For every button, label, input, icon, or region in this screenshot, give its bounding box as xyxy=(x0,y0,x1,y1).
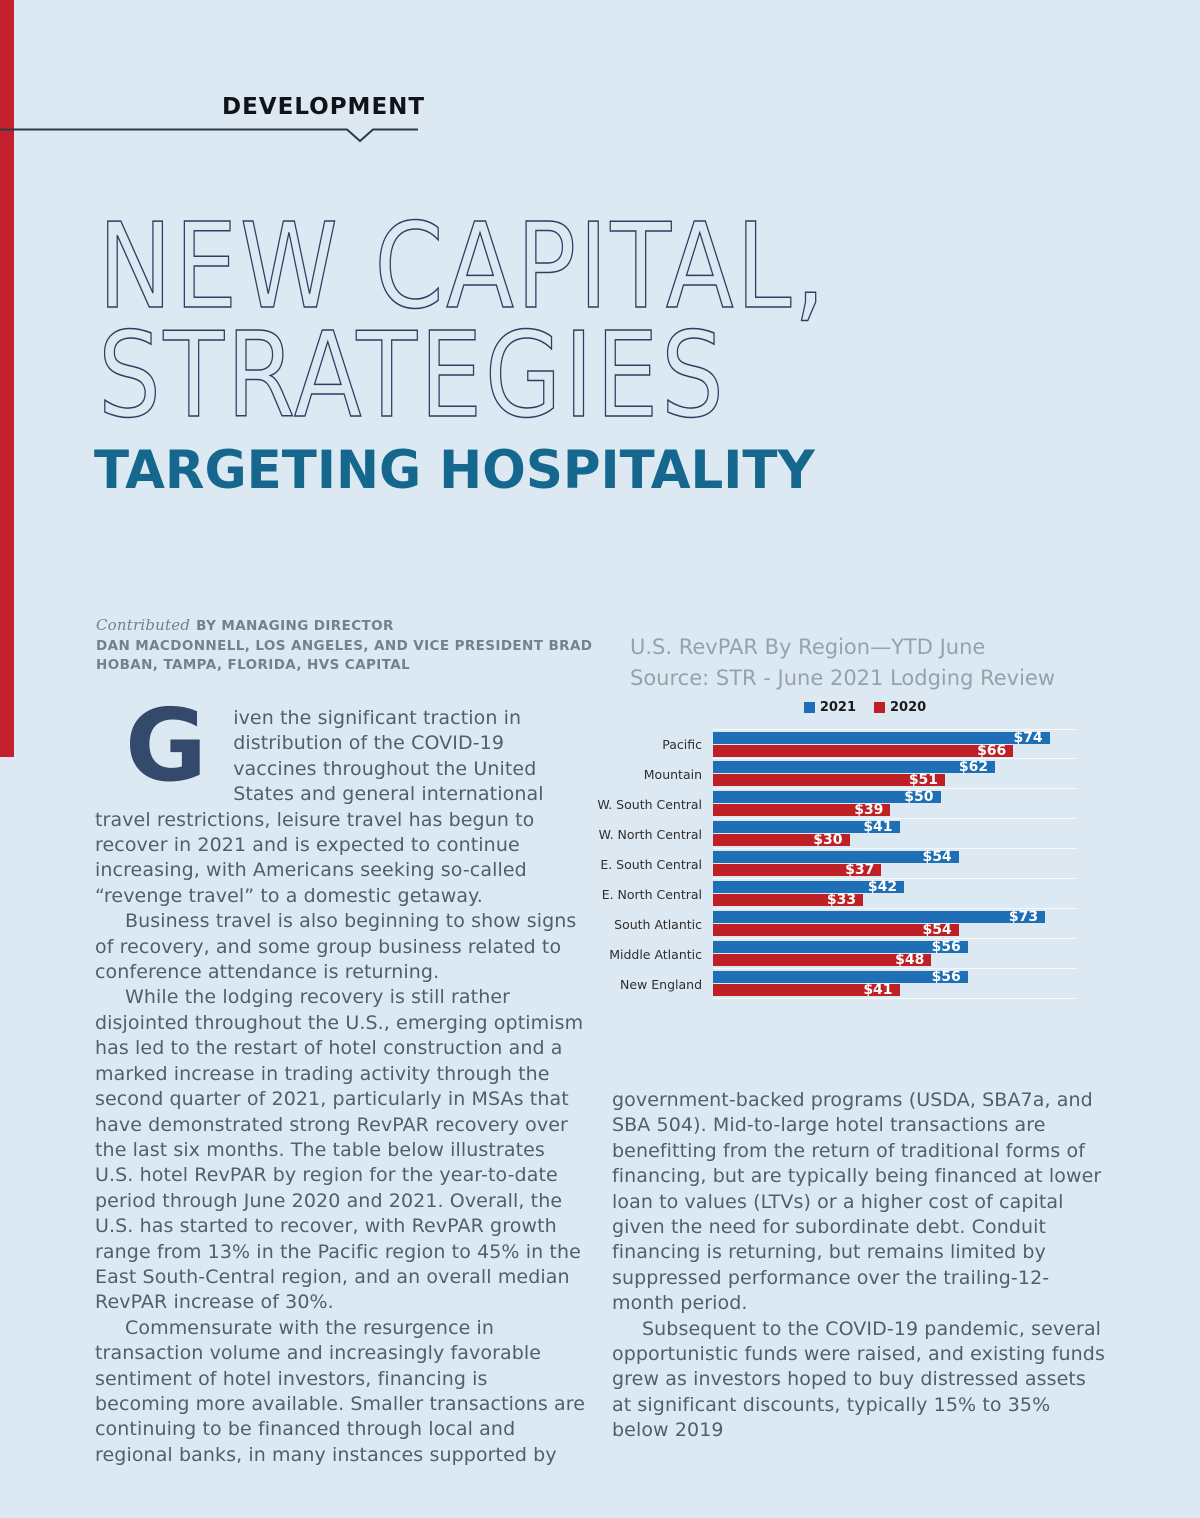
headline-line-1: NEW CAPITAL, xyxy=(97,197,828,335)
chart-title: U.S. RevPAR By Region—YTD June xyxy=(630,635,986,659)
chart-bar-group: $56 $41 xyxy=(713,969,1077,999)
chart-category-label: W. North Central xyxy=(598,826,702,842)
chart-bar-group: $41 $30 xyxy=(713,819,1077,849)
bar-2020: $48 xyxy=(713,952,932,968)
byline-line-1: Contributed BY MANAGING DIRECTOR xyxy=(96,616,596,637)
chart-category-label: Pacific xyxy=(662,736,702,752)
article-headline: NEW CAPITAL, STRATEGIES xyxy=(97,197,828,444)
bar-2021: $56 xyxy=(713,969,968,985)
chart-row: E. North Central $42 $33 xyxy=(590,879,1140,909)
revpar-chart: U.S. RevPAR By Region—YTD June Source: S… xyxy=(590,632,1140,999)
chart-row: South Atlantic $73 $54 xyxy=(590,909,1140,939)
chart-category-label: W. South Central xyxy=(597,796,702,812)
chart-category-label: South Atlantic xyxy=(614,916,702,932)
bar-2020: $33 xyxy=(713,892,864,908)
chart-bar-group: $73 $54 xyxy=(713,909,1077,939)
chart-legend: 2021 2020 xyxy=(590,700,1140,715)
bar-2021: $73 xyxy=(713,909,1046,925)
paragraph: Commensurate with the resurgence in tran… xyxy=(95,1316,586,1466)
bar-2021: $50 xyxy=(713,789,941,805)
bar-2020: $41 xyxy=(713,982,900,998)
chart-bar-group: $74 $66 xyxy=(713,729,1077,759)
paragraph: Business travel is also beginning to sho… xyxy=(95,910,577,984)
paragraph: Subsequent to the COVID-19 pandemic, sev… xyxy=(612,1317,1105,1442)
chart-rows: Pacific $74 $66 Mountain $62 $51 W. South Cent… xyxy=(590,729,1140,999)
chart-category-label: E. South Central xyxy=(600,856,702,872)
chart-row: Middle Atlantic $56 $48 xyxy=(590,939,1140,969)
chart-bar-group: $50 $39 xyxy=(713,789,1077,819)
chart-row: E. South Central $54 $37 xyxy=(590,849,1140,879)
byline-contributed: Contributed xyxy=(96,616,191,634)
legend-label: 2021 xyxy=(819,700,856,715)
chart-category-label: E. North Central xyxy=(601,886,702,902)
bar-2021: $56 xyxy=(713,939,968,955)
chart-bar-group: $62 $51 xyxy=(713,759,1077,789)
bar-2020: $39 xyxy=(713,802,891,818)
legend-swatch-2020 xyxy=(874,702,885,713)
chart-bar-group: $54 $37 xyxy=(713,849,1077,879)
section-kicker: DEVELOPMENT xyxy=(222,94,426,120)
bar-2021: $74 xyxy=(713,730,1050,746)
page-accent-bar xyxy=(0,0,14,757)
byline-role: BY MANAGING DIRECTOR xyxy=(196,618,394,634)
byline-line-3: HOBAN, TAMPA, FLORIDA, HVS CAPITAL xyxy=(96,657,411,673)
chart-category-label: Middle Atlantic xyxy=(609,946,702,962)
paragraph: government-backed programs (USDA, SBA7a,… xyxy=(612,1089,1102,1315)
bar-2020: $51 xyxy=(713,772,946,788)
byline-line-2: DAN MACDONNELL, LOS ANGELES, AND VICE PR… xyxy=(96,637,593,654)
headline-line-2: STRATEGIES xyxy=(97,305,727,444)
bar-2021: $41 xyxy=(713,819,900,835)
article-column-right: government-backed programs (USDA, SBA7a,… xyxy=(612,1088,1110,1444)
paragraph: While the lodging recovery is still rath… xyxy=(95,986,584,1314)
chart-row: Mountain $62 $51 xyxy=(590,759,1140,789)
chart-header: U.S. RevPAR By Region—YTD June Source: S… xyxy=(630,632,1140,694)
legend-item-2021: 2021 xyxy=(803,700,856,715)
chart-row: W. North Central $41 $30 xyxy=(590,819,1140,849)
chart-bar-group: $42 $33 xyxy=(713,879,1077,909)
chart-bar-group: $56 $48 xyxy=(713,939,1077,969)
chart-category-label: Mountain xyxy=(643,766,702,782)
bar-2020: $30 xyxy=(713,832,850,848)
bar-2020: $54 xyxy=(713,922,959,938)
article-subtitle: TARGETING HOSPITALITY xyxy=(94,440,815,501)
header-rule-chevron xyxy=(0,128,418,143)
bar-2021: $54 xyxy=(713,849,959,865)
bar-2021: $42 xyxy=(713,879,905,895)
byline: Contributed BY MANAGING DIRECTOR DAN MACD… xyxy=(96,616,596,676)
legend-swatch-2021 xyxy=(803,702,815,713)
chart-row: W. South Central $50 $39 xyxy=(590,789,1140,819)
chart-category-label: New England xyxy=(620,976,702,992)
legend-item-2020: 2020 xyxy=(874,700,926,715)
chart-source: Source: STR - June 2021 Lodging Review xyxy=(630,666,1055,690)
chart-row: Pacific $74 $66 xyxy=(590,729,1140,759)
chart-row: New England $56 $41 xyxy=(590,969,1140,999)
bar-2020: $37 xyxy=(713,862,882,878)
bar-2021: $62 xyxy=(713,759,996,775)
legend-label: 2020 xyxy=(890,700,927,715)
drop-cap: G xyxy=(125,687,208,804)
bar-2020: $66 xyxy=(713,743,1014,759)
